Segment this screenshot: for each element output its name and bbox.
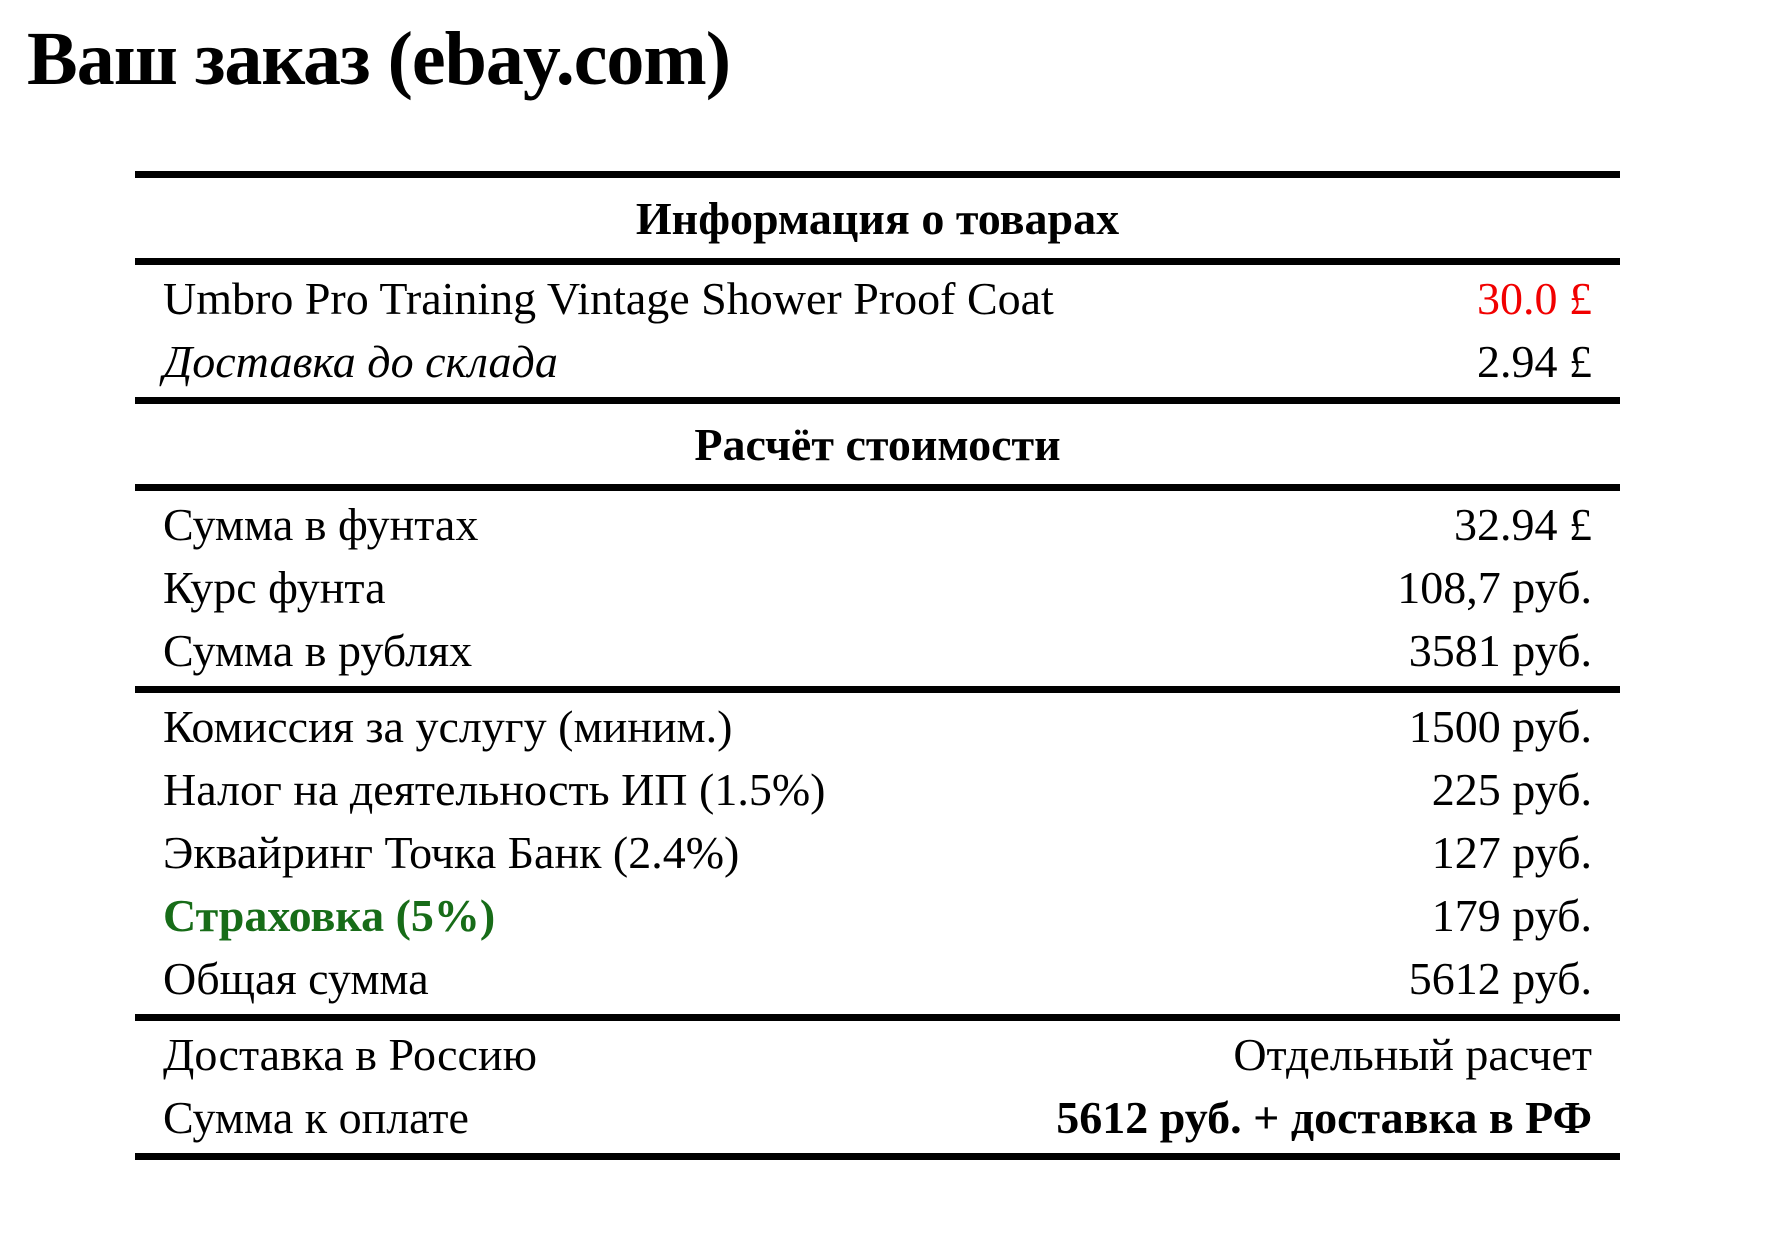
sum-gbp-value: 32.94 £	[1454, 499, 1592, 550]
table-rule	[135, 397, 1620, 404]
section-payment: Доставка в Россию Отдельный расчет Сумма…	[135, 1021, 1620, 1153]
table-row: Общая сумма 5612 руб.	[163, 947, 1592, 1010]
service-fee-value: 1500 руб.	[1408, 701, 1592, 752]
table-rule	[135, 686, 1620, 693]
section-products: Umbro Pro Training Vintage Shower Proof …	[135, 265, 1620, 397]
warehouse-shipping-price: 2.94 £	[1477, 336, 1592, 387]
table-row: Доставка до склада 2.94 £	[163, 330, 1592, 393]
table-row: Страховка (5%) 179 руб.	[163, 884, 1592, 947]
payment-due-label: Сумма к оплате	[163, 1092, 469, 1143]
russia-shipping-label: Доставка в Россию	[163, 1029, 537, 1080]
table-row: Эквайринг Точка Банк (2.4%) 127 руб.	[163, 821, 1592, 884]
russia-shipping-value: Отдельный расчет	[1233, 1029, 1592, 1080]
product-name: Umbro Pro Training Vintage Shower Proof …	[163, 273, 1054, 324]
insurance-label: Страховка (5%)	[163, 890, 496, 941]
table-row: Доставка в Россию Отдельный расчет	[163, 1023, 1592, 1086]
insurance-value: 179 руб.	[1431, 890, 1592, 941]
tax-label: Налог на деятельность ИП (1.5%)	[163, 764, 826, 815]
warehouse-shipping-label: Доставка до склада	[163, 336, 558, 387]
product-price: 30.0 £	[1477, 273, 1592, 324]
table-row: Курс фунта 108,7 руб.	[163, 556, 1592, 619]
table-rule-top	[135, 171, 1620, 178]
section-conversion: Сумма в фунтах 32.94 £ Курс фунта 108,7 …	[135, 491, 1620, 686]
table-rule	[135, 258, 1620, 265]
table-row: Комиссия за услугу (миним.) 1500 руб.	[163, 695, 1592, 758]
tax-value: 225 руб.	[1431, 764, 1592, 815]
table-rule	[135, 484, 1620, 491]
acquiring-label: Эквайринг Точка Банк (2.4%)	[163, 827, 740, 878]
table-row: Umbro Pro Training Vintage Shower Proof …	[163, 267, 1592, 330]
sum-rub-value: 3581 руб.	[1408, 625, 1592, 676]
table-row: Налог на деятельность ИП (1.5%) 225 руб.	[163, 758, 1592, 821]
service-fee-label: Комиссия за услугу (миним.)	[163, 701, 733, 752]
table-rule	[135, 1014, 1620, 1021]
payment-due-value: 5612 руб. + доставка в РФ	[1056, 1092, 1592, 1143]
section-header-products: Информация о товарах	[635, 193, 1120, 244]
total-sum-value: 5612 руб.	[1408, 953, 1592, 1004]
table-rule-bottom	[135, 1153, 1620, 1160]
page-title: Ваш заказ (ebay.com)	[27, 17, 731, 101]
section-header-calculation: Расчёт стоимости	[694, 419, 1061, 470]
table-row: Сумма к оплате 5612 руб. + доставка в РФ	[163, 1086, 1592, 1149]
section-fees: Комиссия за услугу (миним.) 1500 руб. На…	[135, 693, 1620, 1014]
table-row: Сумма в фунтах 32.94 £	[163, 493, 1592, 556]
order-table: Информация о товарах Umbro Pro Training …	[135, 171, 1620, 1160]
gbp-rate-value: 108,7 руб.	[1397, 562, 1592, 613]
table-row: Сумма в рублях 3581 руб.	[163, 619, 1592, 682]
sum-gbp-label: Сумма в фунтах	[163, 499, 479, 550]
total-sum-label: Общая сумма	[163, 953, 429, 1004]
acquiring-value: 127 руб.	[1431, 827, 1592, 878]
gbp-rate-label: Курс фунта	[163, 562, 386, 613]
sum-rub-label: Сумма в рублях	[163, 625, 473, 676]
